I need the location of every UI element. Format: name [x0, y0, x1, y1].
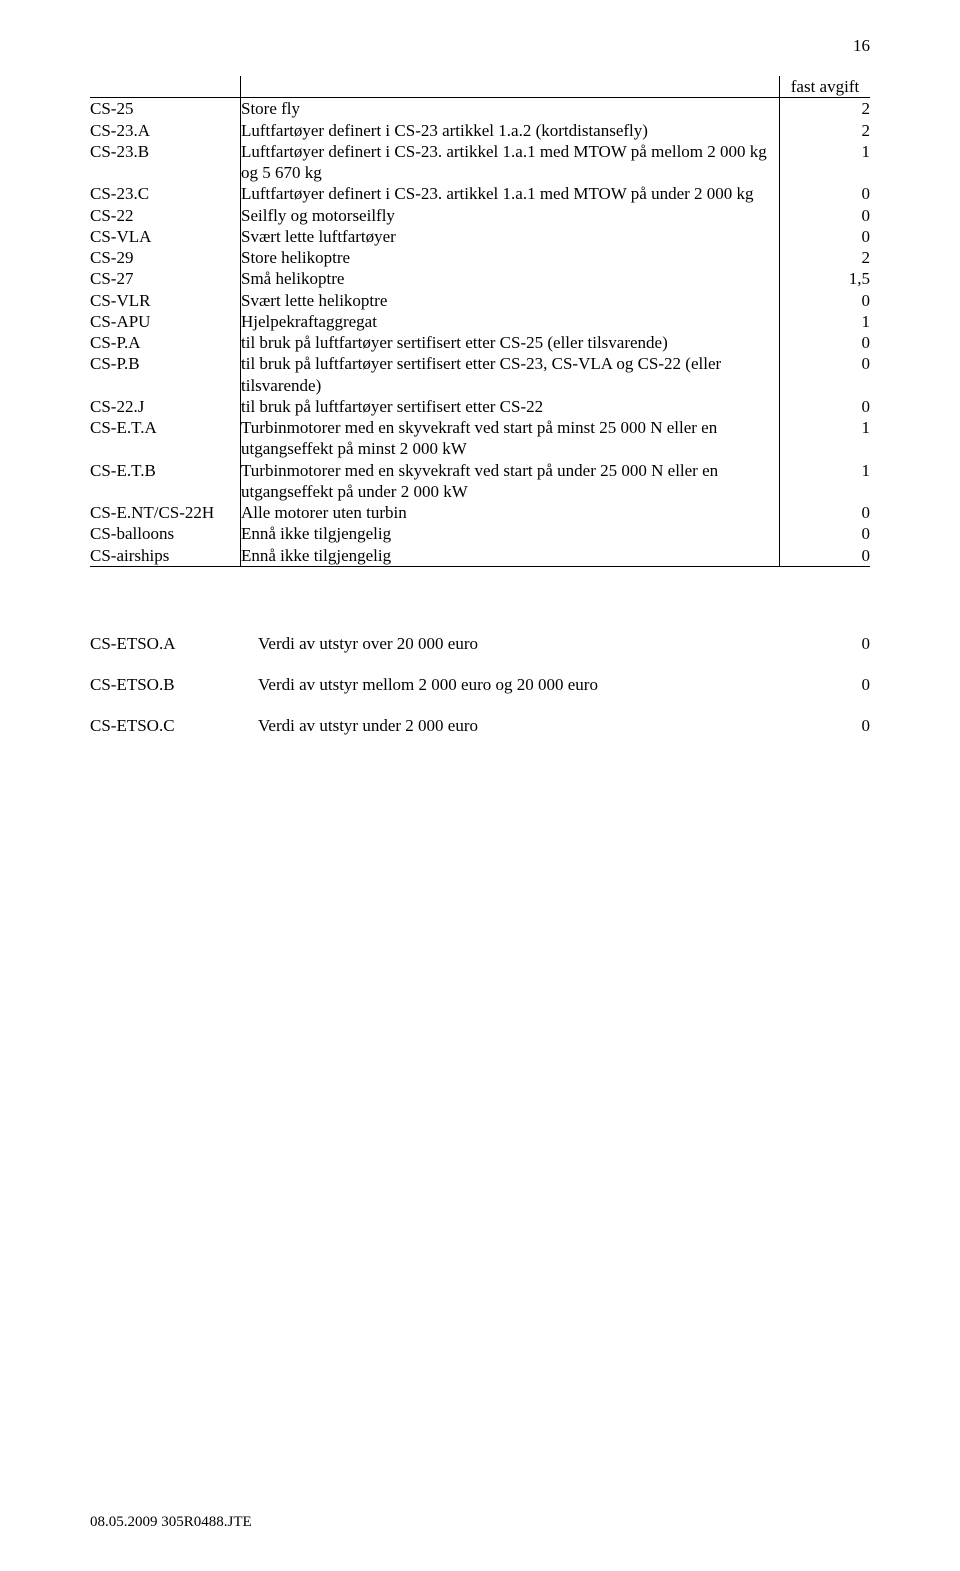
row-code: CS-airships — [90, 545, 241, 567]
row-desc: Verdi av utstyr under 2 000 euro — [248, 705, 772, 746]
main-table-body: fast avgiftCS-25Store fly2CS-23.ALuftfar… — [90, 76, 870, 566]
table-row: CS-E.NT/CS-22HAlle motorer uten turbin0 — [90, 502, 870, 523]
table-row: CS-P.Btil bruk på luftfartøyer sertifise… — [90, 353, 870, 396]
row-code: CS-27 — [90, 268, 241, 289]
row-code: CS-23.C — [90, 183, 241, 204]
row-val: 0 — [780, 523, 871, 544]
row-code: CS-ETSO.B — [90, 664, 248, 705]
row-val: 1 — [780, 417, 871, 460]
table-row: CS-22.Jtil bruk på luftfartøyer sertifis… — [90, 396, 870, 417]
row-code: CS-22 — [90, 205, 241, 226]
sub-table-body: CS-ETSO.AVerdi av utstyr over 20 000 eur… — [90, 623, 870, 747]
row-val: 0 — [772, 705, 870, 746]
main-table: fast avgiftCS-25Store fly2CS-23.ALuftfar… — [90, 76, 870, 567]
table-row: CS-22Seilfly og motorseilfly0 — [90, 205, 870, 226]
row-code: CS-25 — [90, 98, 241, 120]
row-desc: Luftfartøyer definert i CS-23. artikkel … — [241, 141, 780, 184]
row-code: CS-22.J — [90, 396, 241, 417]
table-row: CS-VLASvært lette luftfartøyer0 — [90, 226, 870, 247]
row-val: 1 — [780, 460, 871, 503]
row-val: 0 — [780, 396, 871, 417]
table-row: CS-ETSO.CVerdi av utstyr under 2 000 eur… — [90, 705, 870, 746]
row-val: 0 — [780, 226, 871, 247]
row-desc: Alle motorer uten turbin — [241, 502, 780, 523]
row-desc: til bruk på luftfartøyer sertifisert ett… — [241, 332, 780, 353]
row-desc: Ennå ikke tilgjengelig — [241, 523, 780, 544]
row-desc: Store fly — [241, 98, 780, 120]
row-val: 0 — [772, 664, 870, 705]
row-val: 2 — [780, 247, 871, 268]
row-val: 1 — [780, 141, 871, 184]
row-val: 0 — [780, 290, 871, 311]
header-col1 — [90, 76, 241, 98]
row-code: CS-ETSO.A — [90, 623, 248, 664]
table-row: CS-ETSO.BVerdi av utstyr mellom 2 000 eu… — [90, 664, 870, 705]
row-desc: Ennå ikke tilgjengelig — [241, 545, 780, 567]
row-desc: Svært lette luftfartøyer — [241, 226, 780, 247]
table-row: CS-25Store fly2 — [90, 98, 870, 120]
row-desc: Verdi av utstyr over 20 000 euro — [248, 623, 772, 664]
page-number: 16 — [853, 36, 870, 56]
row-code: CS-P.A — [90, 332, 241, 353]
row-desc: Store helikoptre — [241, 247, 780, 268]
table-row: CS-29Store helikoptre2 — [90, 247, 870, 268]
table-row: CS-VLRSvært lette helikoptre0 — [90, 290, 870, 311]
row-code: CS-E.T.B — [90, 460, 241, 503]
table-row: CS-E.T.ATurbinmotorer med en skyvekraft … — [90, 417, 870, 460]
row-code: CS-29 — [90, 247, 241, 268]
row-desc: til bruk på luftfartøyer sertifisert ett… — [241, 396, 780, 417]
row-desc: til bruk på luftfartøyer sertifisert ett… — [241, 353, 780, 396]
header-row: fast avgift — [90, 76, 870, 98]
table-row: CS-balloonsEnnå ikke tilgjengelig0 — [90, 523, 870, 544]
row-desc: Små helikoptre — [241, 268, 780, 289]
sub-table: CS-ETSO.AVerdi av utstyr over 20 000 eur… — [90, 623, 870, 747]
row-code: CS-23.B — [90, 141, 241, 184]
row-desc: Hjelpekraftaggregat — [241, 311, 780, 332]
table-row: CS-ETSO.AVerdi av utstyr over 20 000 eur… — [90, 623, 870, 664]
footer-text: 08.05.2009 305R0488.JTE — [90, 1514, 252, 1531]
row-code: CS-ETSO.C — [90, 705, 248, 746]
table-row: CS-airshipsEnnå ikke tilgjengelig0 — [90, 545, 870, 567]
row-val: 2 — [780, 120, 871, 141]
row-code: CS-E.NT/CS-22H — [90, 502, 241, 523]
row-val: 0 — [780, 183, 871, 204]
row-val: 0 — [780, 353, 871, 396]
row-desc: Luftfartøyer definert i CS-23 artikkel 1… — [241, 120, 780, 141]
row-val: 0 — [780, 502, 871, 523]
row-val: 1,5 — [780, 268, 871, 289]
row-code: CS-APU — [90, 311, 241, 332]
row-desc: Verdi av utstyr mellom 2 000 euro og 20 … — [248, 664, 772, 705]
row-desc: Svært lette helikoptre — [241, 290, 780, 311]
header-col2 — [241, 76, 780, 98]
table-row: CS-APUHjelpekraftaggregat1 — [90, 311, 870, 332]
row-desc: Luftfartøyer definert i CS-23. artikkel … — [241, 183, 780, 204]
table-row: CS-P.Atil bruk på luftfartøyer sertifise… — [90, 332, 870, 353]
row-val: 0 — [780, 332, 871, 353]
document-page: 16 fast avgiftCS-25Store fly2CS-23.ALuft… — [0, 0, 960, 1571]
row-code: CS-23.A — [90, 120, 241, 141]
row-code: CS-VLA — [90, 226, 241, 247]
table-row: CS-27Små helikoptre1,5 — [90, 268, 870, 289]
row-desc: Turbinmotorer med en skyvekraft ved star… — [241, 417, 780, 460]
row-val: 0 — [780, 205, 871, 226]
header-col3: fast avgift — [780, 76, 871, 98]
row-val: 0 — [772, 623, 870, 664]
row-code: CS-VLR — [90, 290, 241, 311]
row-desc: Turbinmotorer med en skyvekraft ved star… — [241, 460, 780, 503]
table-row: CS-23.ALuftfartøyer definert i CS-23 art… — [90, 120, 870, 141]
table-row: CS-E.T.BTurbinmotorer med en skyvekraft … — [90, 460, 870, 503]
row-code: CS-E.T.A — [90, 417, 241, 460]
table-row: CS-23.BLuftfartøyer definert i CS-23. ar… — [90, 141, 870, 184]
row-code: CS-balloons — [90, 523, 241, 544]
row-val: 1 — [780, 311, 871, 332]
table-row: CS-23.CLuftfartøyer definert i CS-23. ar… — [90, 183, 870, 204]
row-code: CS-P.B — [90, 353, 241, 396]
row-val: 2 — [780, 98, 871, 120]
row-val: 0 — [780, 545, 871, 567]
row-desc: Seilfly og motorseilfly — [241, 205, 780, 226]
